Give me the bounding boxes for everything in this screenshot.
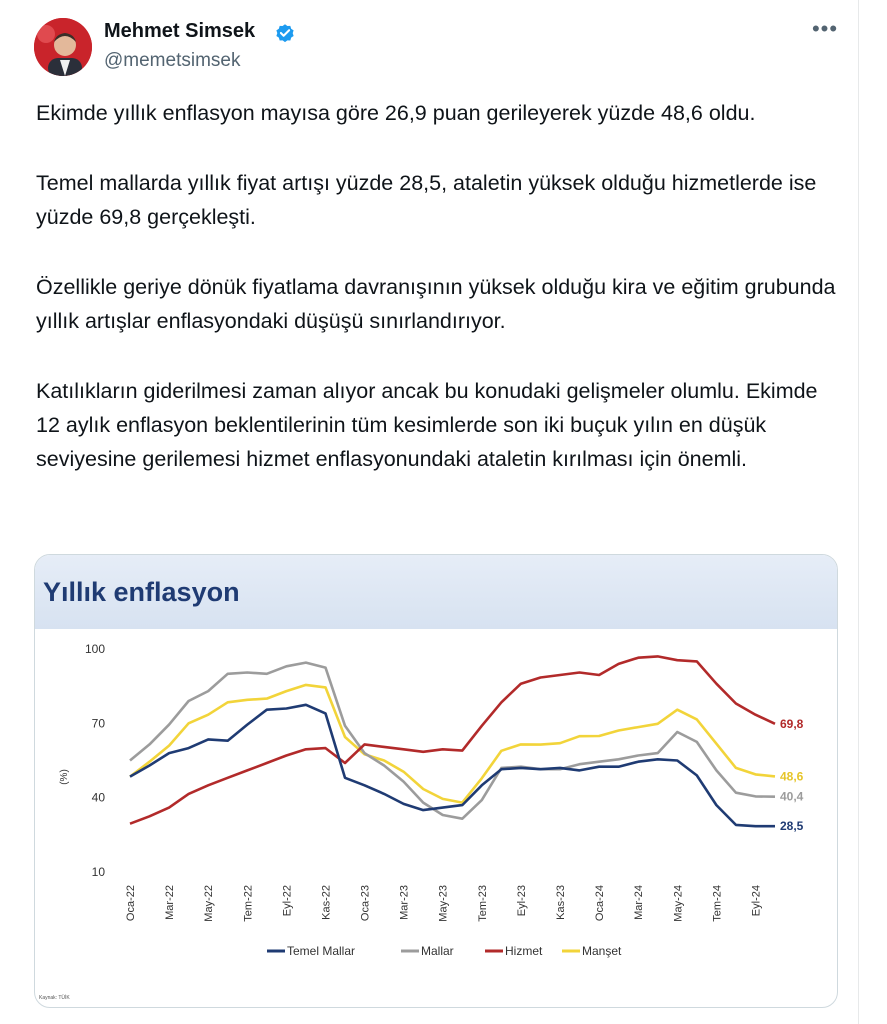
x-axis: Oca-22 Mar-22 May-22 Tem-22 Eyl-22 Kas-22 Oca-… xyxy=(125,885,762,922)
x-tick-label: Tem-22 xyxy=(242,885,254,922)
x-tick-label: Eyl-23 xyxy=(516,885,528,916)
x-tick-label: Tem-24 xyxy=(711,885,723,922)
more-options-icon[interactable]: ••• xyxy=(811,16,839,41)
x-tick-label: Tem-23 xyxy=(477,885,489,922)
x-tick-label: Kas-22 xyxy=(320,885,332,920)
tweet-text: Ekimde yıllık enflasyon mayısa göre 26,9… xyxy=(36,96,836,512)
y-axis: 10 40 70 100 xyxy=(85,642,105,879)
y-axis-label: (%) xyxy=(59,769,70,785)
tweet-paragraph: Temel mallarda yıllık fiyat artışı yüzde… xyxy=(36,171,817,229)
x-tick-label: Mar-24 xyxy=(633,885,645,920)
series-line-mallar xyxy=(129,661,776,820)
series-end-label: 40,4 xyxy=(780,790,804,804)
y-tick-label: 40 xyxy=(92,791,106,805)
tweet-paragraph: Ekimde yıllık enflasyon mayısa göre 26,9… xyxy=(36,101,756,125)
x-tick-label: Oca-23 xyxy=(360,885,372,921)
x-tick-label: May-24 xyxy=(672,885,684,922)
chart-title: Yıllık enflasyon xyxy=(43,577,240,607)
legend-label: Manşet xyxy=(582,944,622,958)
x-tick-label: May-22 xyxy=(203,885,215,922)
series-lines xyxy=(129,655,776,828)
inflation-chart: 10 40 70 100 Oca-22 Mar-22 May-22 Tem-22 Eyl-22… xyxy=(39,642,804,1001)
legend-label: Hizmet xyxy=(505,944,543,958)
x-tick-label: May-23 xyxy=(438,885,450,922)
tweet-paragraph: Katılıkların giderilmesi zaman alıyor an… xyxy=(36,379,818,471)
author-handle[interactable]: @memetsimsek xyxy=(104,50,241,71)
legend-label: Temel Mallar xyxy=(287,944,355,958)
source-note: Kaynak: TÜİK xyxy=(39,994,70,1001)
series-line-temel-mallar xyxy=(129,703,775,828)
avatar-photo xyxy=(34,18,92,76)
y-tick-label: 70 xyxy=(92,716,106,730)
x-tick-label: Eyl-22 xyxy=(281,885,293,916)
series-line-hizmet xyxy=(129,655,776,825)
x-tick-label: Eyl-24 xyxy=(750,885,762,916)
x-tick-label: Kas-23 xyxy=(555,885,567,920)
legend-label: Mallar xyxy=(421,944,454,958)
series-end-label: 28,5 xyxy=(780,819,804,833)
x-tick-label: Oca-22 xyxy=(125,885,137,921)
timeline-column-border xyxy=(858,0,859,1024)
author-avatar[interactable] xyxy=(34,18,92,76)
x-tick-label: Mar-23 xyxy=(399,885,411,920)
chart-legend: Temel Mallar Mallar Hizmet Manşet xyxy=(267,944,622,958)
y-tick-label: 100 xyxy=(85,642,105,656)
series-end-label: 48,6 xyxy=(780,769,804,783)
x-tick-label: Mar-22 xyxy=(164,885,176,920)
series-end-label: 69,8 xyxy=(780,717,804,731)
verified-badge-icon xyxy=(276,24,294,43)
tweet-paragraph: Özellikle geriye dönük fiyatlama davranı… xyxy=(36,275,836,333)
chart-header: Yıllık enflasyon xyxy=(35,555,837,629)
series-end-labels: 48,6 40,4 69,8 28,5 xyxy=(780,717,804,833)
series-line-manşet xyxy=(129,683,776,804)
media-card[interactable]: Yıllık enflasyon 10 40 70 100 Oca-22 Mar-22 M… xyxy=(34,554,838,1008)
author-name[interactable]: Mehmet Simsek xyxy=(104,20,256,42)
y-tick-label: 10 xyxy=(92,865,106,879)
x-tick-label: Oca-24 xyxy=(594,885,606,921)
